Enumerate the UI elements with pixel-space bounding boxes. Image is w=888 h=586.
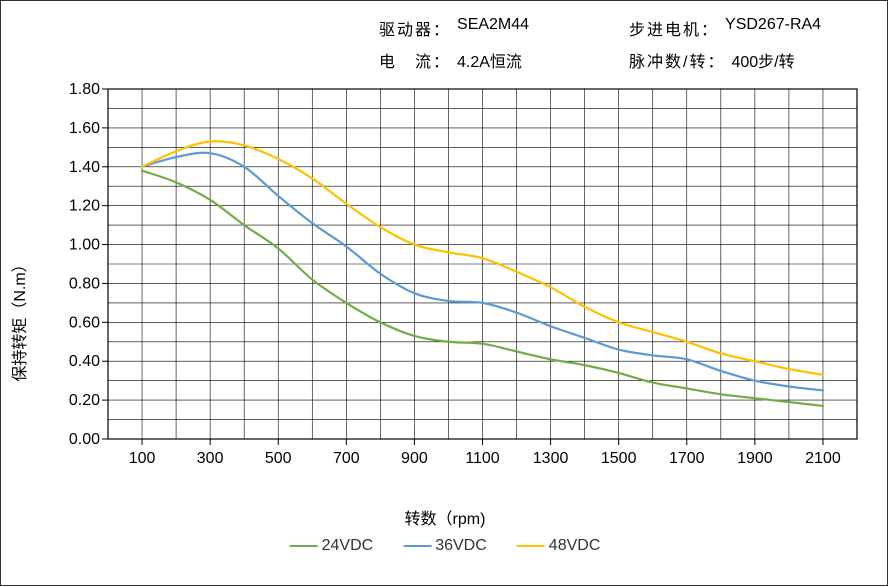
x-tick-label: 1300 <box>533 450 569 467</box>
x-tick-label: 1900 <box>737 450 773 467</box>
legend-label: 48VDC <box>549 537 601 555</box>
x-tick-label: 100 <box>129 450 156 467</box>
meta-row-2: 电 流： 4.2A恒流 脉冲数/转： 400步/转 <box>379 48 877 72</box>
legend: 24VDC 36VDC 48VDC <box>290 537 601 555</box>
legend-item-24VDC: 24VDC <box>290 537 374 555</box>
y-tick-label: 0.00 <box>69 431 100 448</box>
motor-label: 步进电机： <box>629 16 719 40</box>
x-tick-label: 1100 <box>465 450 500 467</box>
meta-driver: 驱动器： SEA2M44 <box>379 16 629 40</box>
motor-value: YSD267-RA4 <box>725 16 821 40</box>
metadata-block: 驱动器： SEA2M44 步进电机： YSD267-RA4 电 流： 4.2A恒… <box>379 16 877 80</box>
x-tick-label: 700 <box>333 450 360 467</box>
legend-item-48VDC: 48VDC <box>517 537 601 555</box>
pulse-label: 脉冲数/转： <box>629 48 725 72</box>
x-tick-label: 500 <box>265 450 292 467</box>
y-tick-label: 1.40 <box>69 159 100 176</box>
x-tick-label: 300 <box>197 450 224 467</box>
legend-label: 36VDC <box>435 537 487 555</box>
meta-motor: 步进电机： YSD267-RA4 <box>629 16 879 40</box>
legend-item-36VDC: 36VDC <box>403 537 487 555</box>
y-tick-label: 0.40 <box>69 353 100 370</box>
x-tick-label: 1500 <box>601 450 637 467</box>
meta-current: 电 流： 4.2A恒流 <box>379 48 629 72</box>
figure-container: 驱动器： SEA2M44 步进电机： YSD267-RA4 电 流： 4.2A恒… <box>0 0 888 586</box>
y-tick-label: 1.80 <box>69 81 100 98</box>
current-value: 4.2A恒流 <box>457 48 522 72</box>
driver-label: 驱动器： <box>379 16 451 40</box>
legend-label: 24VDC <box>322 537 374 555</box>
meta-row-1: 驱动器： SEA2M44 步进电机： YSD267-RA4 <box>379 16 877 40</box>
y-tick-label: 1.20 <box>69 198 100 215</box>
y-tick-label: 0.20 <box>69 392 100 409</box>
current-label: 电 流： <box>379 48 451 72</box>
y-tick-label: 1.60 <box>69 120 100 137</box>
legend-swatch <box>403 545 431 547</box>
plot-wrapper: 保持转矩（N.m） 0.000.200.400.600.801.001.201.… <box>28 79 862 559</box>
x-tick-label: 2100 <box>805 450 841 467</box>
x-tick-label: 1700 <box>669 450 705 467</box>
y-tick-label: 0.60 <box>69 314 100 331</box>
pulse-value: 400步/转 <box>731 48 794 72</box>
legend-swatch <box>517 545 545 547</box>
driver-value: SEA2M44 <box>457 16 529 40</box>
y-axis-label: 保持转矩（N.m） <box>6 256 30 381</box>
y-tick-label: 0.80 <box>69 275 100 292</box>
meta-pulse: 脉冲数/转： 400步/转 <box>629 48 879 72</box>
plot-svg: 0.00 0.20 0.40 0.60 0.80 1.00 1.20 1.40 1.60 1.80… <box>28 79 862 479</box>
x-axis-label: 转数（rpm) <box>405 505 486 529</box>
legend-swatch <box>290 545 318 547</box>
x-tick-label: 900 <box>401 450 428 467</box>
y-tick-label: 1.00 <box>69 237 100 254</box>
